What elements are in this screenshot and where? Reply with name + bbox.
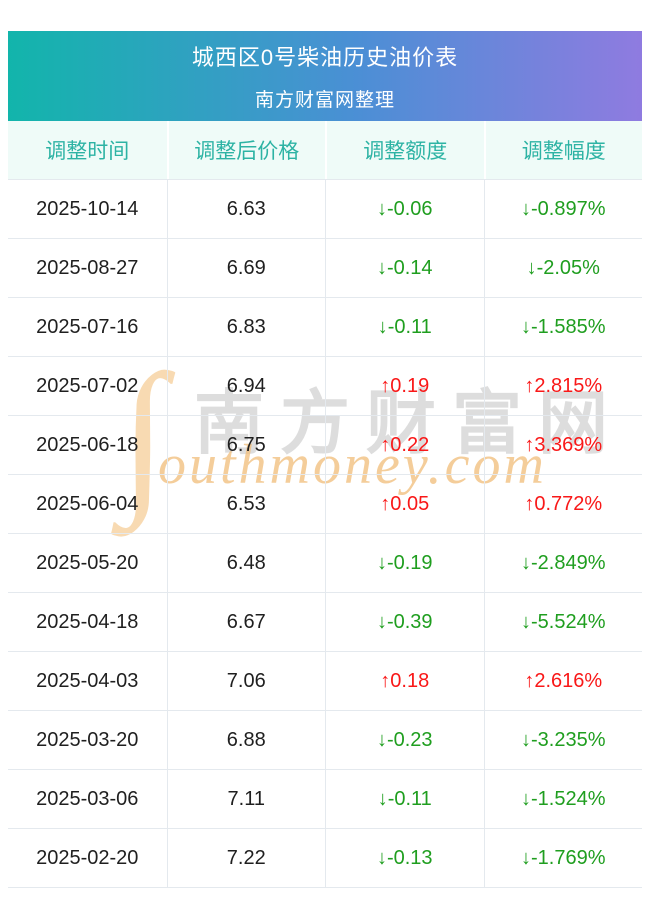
cell-price: 6.53 xyxy=(166,474,325,533)
cell-date: 2025-06-18 xyxy=(8,415,167,474)
cell-date: 2025-07-16 xyxy=(8,297,167,356)
cell-price: 6.94 xyxy=(166,356,325,415)
page-title: 城西区0号柴油历史油价表 xyxy=(191,45,459,70)
cell-pct: ↓-2.849% xyxy=(483,533,642,592)
cell-change: ↑0.05 xyxy=(325,474,484,533)
column-header-adjust-time: 调整时间 xyxy=(8,121,167,179)
cell-change: ↑0.22 xyxy=(325,415,484,474)
cell-pct: ↑0.772% xyxy=(483,474,642,533)
oil-price-card: 城西区0号柴油历史油价表 南方财富网整理 ∫ 南方财富网 outhmoney.c… xyxy=(8,31,642,911)
table-row: 2025-06-18 6.75 ↑0.22 ↑3.369% xyxy=(8,415,642,474)
cell-change: ↓-0.23 xyxy=(325,710,484,769)
table-row: 2025-04-03 7.06 ↑0.18 ↑2.616% xyxy=(8,651,642,710)
cell-date: 2025-07-02 xyxy=(8,356,167,415)
price-history-table: 调整时间 调整后价格 调整额度 调整幅度 2025-10-14 6.63 ↓-0.0… xyxy=(8,121,642,888)
cell-date: 2025-04-18 xyxy=(8,592,167,651)
cell-pct: ↓-5.524% xyxy=(483,592,642,651)
page-subtitle: 南方财富网整理 xyxy=(254,90,395,111)
cell-change: ↑0.19 xyxy=(325,356,484,415)
table-row: 2025-03-06 7.11 ↓-0.11 ↓-1.524% xyxy=(8,769,642,828)
cell-date: 2025-03-20 xyxy=(8,710,167,769)
cell-price: 6.75 xyxy=(166,415,325,474)
table-row: 2025-05-20 6.48 ↓-0.19 ↓-2.849% xyxy=(8,533,642,592)
cell-change: ↓-0.14 xyxy=(325,238,484,297)
cell-price: 6.69 xyxy=(166,238,325,297)
cell-price: 6.48 xyxy=(166,533,325,592)
table-header-row: 调整时间 调整后价格 调整额度 调整幅度 xyxy=(8,121,642,179)
cell-pct: ↓-1.524% xyxy=(483,769,642,828)
table-row: 2025-07-16 6.83 ↓-0.11 ↓-1.585% xyxy=(8,297,642,356)
cell-date: 2025-05-20 xyxy=(8,533,167,592)
table-row: 2025-03-20 6.88 ↓-0.23 ↓-3.235% xyxy=(8,710,642,769)
cell-pct: ↑3.369% xyxy=(483,415,642,474)
cell-change: ↓-0.06 xyxy=(325,179,484,238)
cell-change: ↓-0.11 xyxy=(325,297,484,356)
cell-price: 7.22 xyxy=(166,828,325,888)
cell-date: 2025-02-20 xyxy=(8,828,167,888)
cell-date: 2025-03-06 xyxy=(8,769,167,828)
cell-pct: ↓-0.897% xyxy=(483,179,642,238)
table-row: 2025-08-27 6.69 ↓-0.14 ↓-2.05% xyxy=(8,238,642,297)
cell-pct: ↑2.815% xyxy=(483,356,642,415)
table-row: 2025-04-18 6.67 ↓-0.39 ↓-5.524% xyxy=(8,592,642,651)
table-row: 2025-06-04 6.53 ↑0.05 ↑0.772% xyxy=(8,474,642,533)
cell-price: 6.83 xyxy=(166,297,325,356)
cell-change: ↓-0.11 xyxy=(325,769,484,828)
cell-price: 6.67 xyxy=(166,592,325,651)
cell-change: ↓-0.13 xyxy=(325,828,484,888)
cell-change: ↓-0.19 xyxy=(325,533,484,592)
table-title-banner: 城西区0号柴油历史油价表 南方财富网整理 xyxy=(8,31,642,121)
cell-date: 2025-08-27 xyxy=(8,238,167,297)
cell-date: 2025-06-04 xyxy=(8,474,167,533)
cell-pct: ↓-3.235% xyxy=(483,710,642,769)
cell-pct: ↓-1.585% xyxy=(483,297,642,356)
table-row: 2025-02-20 7.22 ↓-0.13 ↓-1.769% xyxy=(8,828,642,888)
column-header-adjust-percent: 调整幅度 xyxy=(483,121,642,179)
cell-price: 7.06 xyxy=(166,651,325,710)
cell-pct: ↓-1.769% xyxy=(483,828,642,888)
table-row: 2025-07-02 6.94 ↑0.19 ↑2.815% xyxy=(8,356,642,415)
cell-date: 2025-10-14 xyxy=(8,179,167,238)
table-row: 2025-10-14 6.63 ↓-0.06 ↓-0.897% xyxy=(8,179,642,238)
cell-price: 6.88 xyxy=(166,710,325,769)
column-header-adjusted-price: 调整后价格 xyxy=(166,121,325,179)
cell-price: 7.11 xyxy=(166,769,325,828)
cell-date: 2025-04-03 xyxy=(8,651,167,710)
cell-change: ↑0.18 xyxy=(325,651,484,710)
cell-change: ↓-0.39 xyxy=(325,592,484,651)
column-header-adjust-amount: 调整额度 xyxy=(325,121,484,179)
cell-pct: ↑2.616% xyxy=(483,651,642,710)
cell-pct: ↓-2.05% xyxy=(483,238,642,297)
cell-price: 6.63 xyxy=(166,179,325,238)
